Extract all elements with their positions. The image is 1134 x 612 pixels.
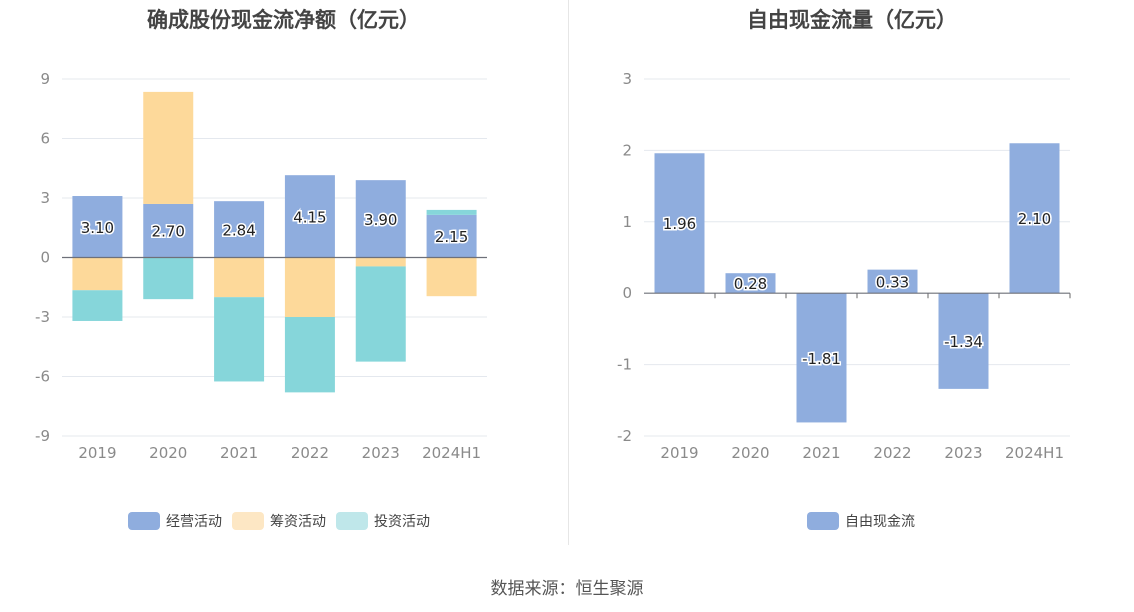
y-tick-label: -3: [35, 308, 50, 326]
bar: [143, 203, 194, 258]
bar: [355, 257, 406, 267]
x-tick-label: 2019: [660, 444, 698, 462]
data-label: 3.90: [364, 211, 397, 229]
data-label: 2.15: [435, 228, 468, 246]
bar: [214, 257, 265, 298]
y-tick-label: 9: [40, 70, 50, 88]
y-tick-label: 2: [622, 141, 632, 159]
data-label: 0.28: [734, 275, 767, 293]
x-tick-label: 2020: [731, 444, 769, 462]
x-tick-label: 2020: [149, 444, 187, 462]
bar: [214, 297, 265, 382]
bar: [1009, 143, 1060, 294]
bar: [72, 196, 123, 258]
cash-flow-net-plot: 9 6 3 0 -3 -6 -9 2019 2020 2021 2022 2023 2024H1 3.10…: [35, 70, 487, 530]
x-tick-label: 2019: [78, 444, 116, 462]
bar: [426, 214, 477, 258]
bar: [72, 290, 123, 321]
y-tick-label: -2: [617, 427, 632, 445]
legend-label: 经营活动: [166, 514, 222, 530]
y-tick-label: 1: [622, 213, 632, 231]
data-source-note: 数据来源：恒生聚源: [490, 579, 644, 599]
y-tick-label: -6: [35, 368, 50, 386]
cash-flow-net-chart: 确成股份现金流净额（亿元） 9 6 3 0 -3 -6 -9 2019 2020 2021 2022…: [0, 0, 567, 545]
bar: [143, 91, 194, 204]
data-label: 2.70: [152, 223, 185, 241]
legend-label: 投资活动: [374, 514, 430, 530]
bar: [355, 266, 406, 362]
bar: [867, 269, 918, 294]
bar: [214, 201, 265, 258]
data-label: -1.81: [802, 350, 841, 368]
legend-swatch: [128, 512, 160, 530]
chart-title: 自由现金流量（亿元）: [747, 8, 957, 32]
data-label: 0.33: [876, 273, 909, 291]
chart-title: 确成股份现金流净额（亿元）: [147, 8, 420, 32]
data-label: 2.10: [1018, 210, 1051, 228]
x-tick-label: 2021: [220, 444, 258, 462]
y-tick-label: 3: [40, 189, 50, 207]
legend-label: 自由现金流: [845, 514, 915, 530]
y-tick-label: -1: [617, 356, 632, 374]
y-tick-label: -9: [35, 427, 50, 445]
data-label: -1.34: [944, 333, 983, 351]
legend-label: 筹资活动: [270, 513, 326, 530]
y-tick-label: 0: [622, 284, 632, 302]
bar: [654, 153, 705, 294]
legend-swatch: [807, 512, 839, 530]
bar: [426, 257, 477, 297]
bar: [938, 293, 989, 389]
bar: [284, 317, 335, 393]
data-label: 4.15: [293, 208, 326, 226]
bar: [796, 293, 847, 423]
bar: [725, 273, 776, 294]
x-tick-label: 2022: [873, 444, 911, 462]
data-label: 1.96: [663, 215, 696, 233]
bar: [355, 180, 406, 258]
x-tick-label: 2024H1: [422, 444, 481, 462]
y-tick-label: 3: [622, 70, 632, 88]
free-cash-flow-plot: 3 2 1 0 -1 -2 2019 2020 2021 2022 2023 2024H1 1.96 0.…: [617, 70, 1071, 530]
bar: [143, 257, 194, 300]
x-tick-label: 2021: [802, 444, 840, 462]
x-tick-label: 2023: [362, 444, 400, 462]
panel-divider: [568, 0, 569, 545]
legend-swatch: [336, 512, 368, 530]
bar: [284, 257, 335, 317]
x-tick-label: 2022: [291, 444, 329, 462]
x-tick-label: 2023: [944, 444, 982, 462]
data-label: 3.10: [81, 219, 114, 237]
bar: [72, 257, 123, 291]
x-tick-label: 2024H1: [1005, 444, 1064, 462]
bar: [284, 175, 335, 258]
legend-swatch: [232, 512, 264, 530]
data-label: 2.84: [222, 221, 255, 239]
y-tick-label: 6: [40, 130, 50, 148]
bar: [426, 209, 477, 215]
free-cash-flow-chart: 自由现金流量（亿元） 3 2 1 0 -1 -2 2019 2020 2021 2022 2023 2…: [570, 0, 1134, 545]
y-tick-label: 0: [40, 249, 50, 267]
